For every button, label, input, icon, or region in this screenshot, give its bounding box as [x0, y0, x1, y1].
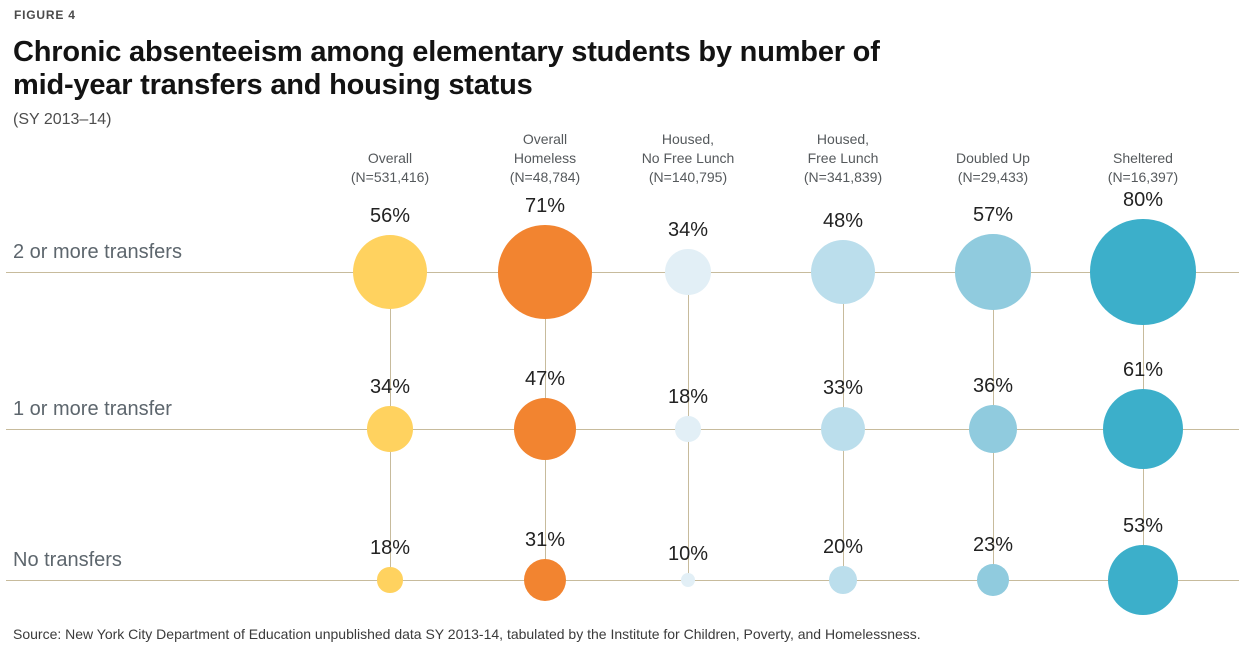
value-label: 23%: [972, 534, 1014, 557]
value-label: 18%: [667, 386, 709, 409]
bubble: [977, 564, 1009, 596]
bubble: [829, 566, 857, 594]
value-label: 48%: [822, 210, 864, 233]
column-header: Housed, No Free Lunch (N=140,795): [641, 131, 735, 185]
bubble: [665, 249, 711, 295]
row-axis-line: [6, 429, 1239, 430]
value-label: 71%: [524, 195, 566, 218]
value-label: 57%: [972, 204, 1014, 227]
value-label: 31%: [524, 529, 566, 551]
figure-label: FIGURE 4: [14, 8, 76, 22]
chart-title-line-2: mid-year transfers and housing status: [13, 69, 533, 101]
value-label: 33%: [822, 376, 864, 399]
column-header: Doubled Up (N=29,433): [956, 150, 1030, 185]
bubble: [1102, 388, 1184, 470]
value-label: 61%: [1122, 358, 1164, 381]
value-label: 18%: [369, 537, 411, 560]
bubble: [498, 225, 592, 319]
row-axis-line: [6, 272, 1239, 273]
bubble: [1090, 219, 1196, 325]
bubble: [367, 406, 413, 452]
row-label: 2 or more transfers: [13, 241, 182, 263]
bubble: [1107, 544, 1179, 616]
value-label: 47%: [524, 367, 566, 390]
value-label: 56%: [369, 204, 411, 227]
column-header: Overall (N=531,416): [350, 150, 430, 185]
bubble: [955, 234, 1031, 310]
row-label: No transfers: [13, 549, 122, 571]
bubble: [820, 406, 866, 452]
value-label: 34%: [369, 376, 411, 399]
bubble: [968, 404, 1018, 454]
bubble: [524, 559, 566, 601]
bubble: [377, 567, 403, 593]
value-label: 80%: [1122, 189, 1164, 212]
column-header: Housed, Free Lunch (N=341,839): [803, 131, 883, 185]
value-label: 53%: [1122, 514, 1164, 537]
source-note: Source: New York City Department of Educ…: [13, 626, 921, 642]
column-header: Overall Homeless (N=48,784): [509, 131, 581, 185]
row-label: 1 or more transfer: [13, 398, 172, 420]
chart-title-line-1: Chronic absenteeism among elementary stu…: [13, 36, 880, 68]
bubble: [352, 234, 428, 310]
value-label: 20%: [822, 536, 864, 559]
column-header: Sheltered (N=16,397): [1107, 150, 1179, 185]
bubble: [680, 572, 696, 588]
bubble: [675, 416, 701, 442]
value-label: 10%: [667, 542, 709, 565]
bubble: [811, 240, 875, 304]
value-label: 34%: [667, 219, 709, 242]
bubble: [513, 397, 577, 461]
chart-title: Chronic absenteeism among elementary stu…: [13, 36, 880, 102]
row-axis-line: [6, 580, 1239, 581]
value-label: 36%: [972, 374, 1014, 397]
chart-subtitle: (SY 2013–14): [13, 111, 112, 128]
